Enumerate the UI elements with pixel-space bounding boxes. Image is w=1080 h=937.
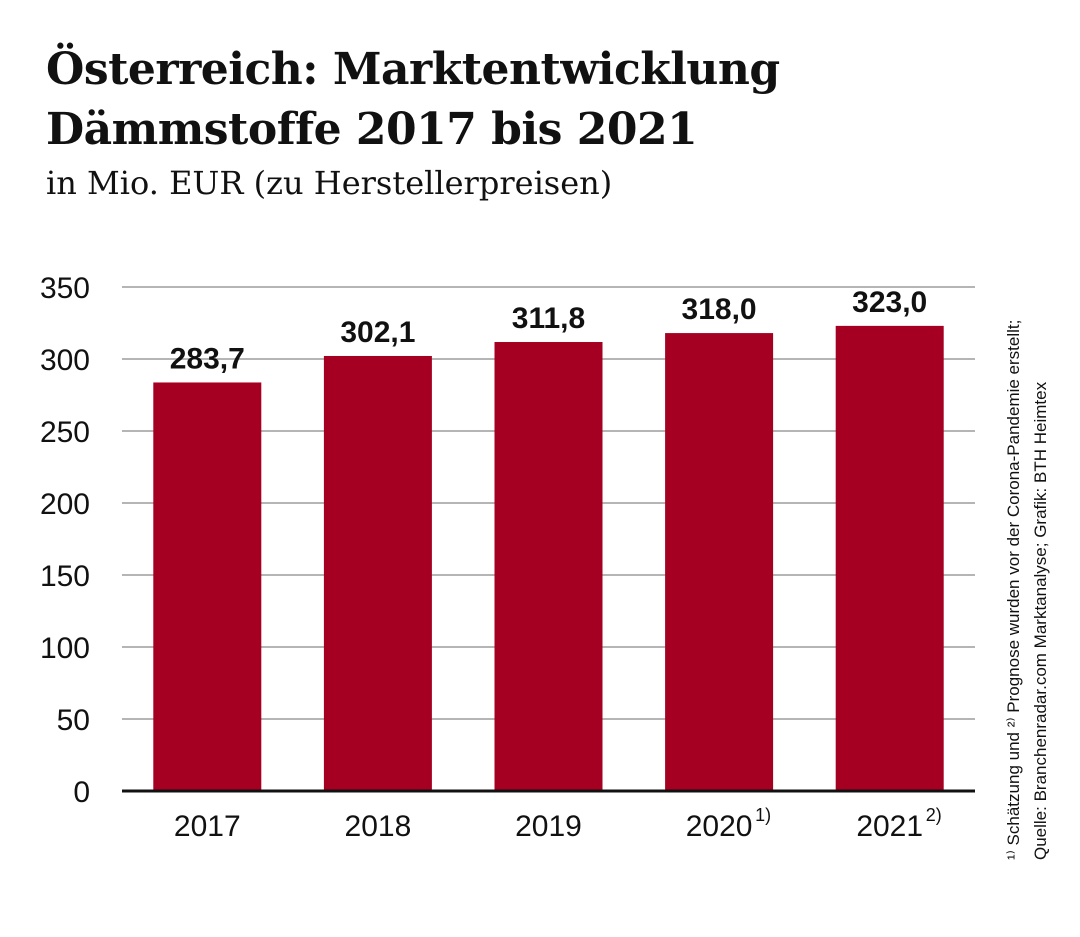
y-tick-label: 300	[40, 344, 90, 377]
x-tick-footnote: 2)	[926, 805, 942, 825]
data-label: 323,0	[852, 286, 927, 319]
y-tick-label: 100	[40, 632, 90, 665]
bar-2021	[835, 325, 944, 791]
x-tick-label: 2017	[174, 810, 241, 843]
data-label: 302,1	[340, 316, 415, 349]
y-tick-label: 50	[57, 704, 90, 737]
y-tick-label: 150	[40, 560, 90, 593]
bar-2020	[665, 333, 774, 791]
title-line-1: Österreich: Marktentwicklung	[46, 44, 780, 95]
source-text: Quelle: Branchenradar.com Marktanalyse; …	[1031, 381, 1050, 860]
data-label: 283,7	[170, 342, 245, 375]
bar-2019	[494, 342, 603, 791]
y-tick-label: 0	[73, 776, 90, 809]
x-tick-label: 2018	[345, 810, 412, 843]
x-tick-label: 2021	[856, 810, 923, 843]
y-tick-label: 250	[40, 416, 90, 449]
x-tick-label: 2019	[515, 810, 582, 843]
data-label: 311,8	[512, 302, 585, 335]
chart-subtitle: in Mio. EUR (zu Herstellerpreisen)	[46, 164, 613, 202]
source-note: ¹⁾ Schätzung und ²⁾ Prognose wurden vor …	[1000, 320, 1054, 860]
chart-title: Österreich: Marktentwicklung Dämmstoffe …	[46, 40, 780, 160]
y-tick-label: 350	[40, 272, 90, 305]
x-tick-label: 2020	[686, 810, 753, 843]
title-line-2: Dämmstoffe 2017 bis 2021	[46, 104, 698, 155]
y-tick-label: 200	[40, 488, 90, 521]
x-tick-footnote: 1)	[755, 805, 771, 825]
data-label: 318,0	[682, 293, 757, 326]
bar-2017	[153, 382, 262, 791]
footnote-text: ¹⁾ Schätzung und ²⁾ Prognose wurden vor …	[1004, 319, 1023, 860]
bar-2018	[323, 355, 432, 791]
